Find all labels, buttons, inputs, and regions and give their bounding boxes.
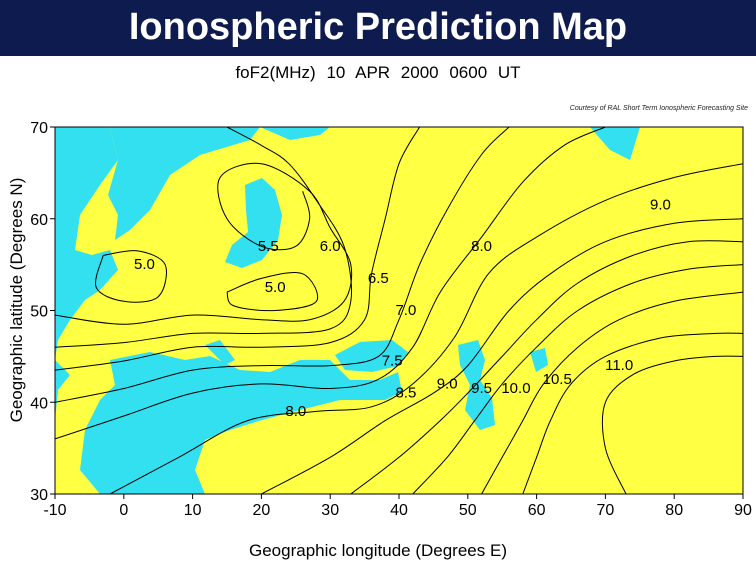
contour-line (55, 127, 510, 403)
contour-line (226, 271, 319, 312)
arctic-coast (260, 127, 330, 140)
title-bar (0, 0, 756, 56)
x-tick-label: 10 (184, 502, 202, 519)
contour-label: 9.0 (650, 197, 671, 214)
contour-line (601, 355, 743, 494)
contour-label: 8.0 (285, 403, 306, 420)
x-tick-label: 30 (321, 502, 339, 519)
courtesy-credit: Courtesy of RAL Short Term Ionospheric F… (569, 105, 748, 112)
contour-labels: 5.0 5.0 5.5 6.0 6.5 7.0 7.5 8.0 8.0 8.5 9.0 9.0 9.5 1… (134, 197, 671, 420)
x-tick-label: 50 (459, 502, 477, 519)
contour-label: 7.0 (395, 302, 416, 319)
contour-line (350, 240, 743, 494)
y-tick-label: 40 (30, 395, 48, 412)
contour-label: 5.5 (258, 238, 279, 255)
x-tick-label: 80 (665, 502, 683, 519)
x-axis-ticks: -10 0 10 20 30 40 50 60 70 80 90 (43, 494, 752, 519)
contour-label: 9.0 (437, 375, 458, 392)
contour-line (412, 264, 743, 494)
contour-label: 5.0 (265, 279, 286, 296)
contour-line (522, 332, 743, 494)
contour-label: 6.5 (368, 270, 389, 287)
contour-line (109, 163, 743, 494)
contour-line (95, 250, 167, 303)
caspian-sea (458, 340, 495, 430)
page-title: Ionospheric Prediction Map (128, 6, 628, 48)
contour-label: 10.5 (543, 371, 572, 388)
x-tick-label: -10 (43, 502, 66, 519)
contour-label: 5.0 (134, 256, 155, 273)
aral-sea (530, 348, 548, 372)
contour-lines (55, 127, 743, 494)
north-sea (108, 127, 260, 240)
baltic-sea (225, 178, 282, 268)
x-tick-label: 20 (253, 502, 271, 519)
contour-line (55, 162, 353, 325)
contour-line (55, 127, 606, 440)
y-axis-label: Geographic latitude (Degrees N) (7, 177, 26, 423)
x-axis-label: Geographic longitude (Degrees E) (249, 541, 507, 560)
x-tick-label: 40 (390, 502, 408, 519)
x-tick-label: 60 (528, 502, 546, 519)
contour-label: 10.0 (501, 380, 530, 397)
y-tick-label: 50 (30, 304, 48, 321)
y-tick-label: 60 (30, 212, 48, 229)
arctic-coast-east (590, 127, 640, 160)
contour-label: 11.0 (605, 357, 633, 374)
x-tick-label: 70 (597, 502, 615, 519)
y-tick-label: 30 (30, 487, 48, 504)
contour-label: 9.5 (471, 380, 492, 397)
contour-label: 6.0 (320, 238, 341, 255)
contour-line (55, 127, 421, 371)
contour-label: 8.5 (395, 385, 416, 402)
y-axis-ticks: 30 40 50 60 70 (30, 120, 55, 504)
x-tick-label: 90 (734, 502, 752, 519)
contour-line (55, 127, 353, 348)
map-subtitle: foF2(MHz) 10 APR 2000 0600 UT (235, 63, 521, 82)
contour-line (261, 218, 743, 494)
contour-label: 7.5 (382, 353, 403, 370)
y-tick-label: 70 (30, 120, 48, 137)
x-tick-label: 0 (119, 502, 128, 519)
contour-line (481, 291, 743, 494)
contour-label: 8.0 (471, 238, 492, 255)
atlantic-ocean (55, 127, 118, 494)
